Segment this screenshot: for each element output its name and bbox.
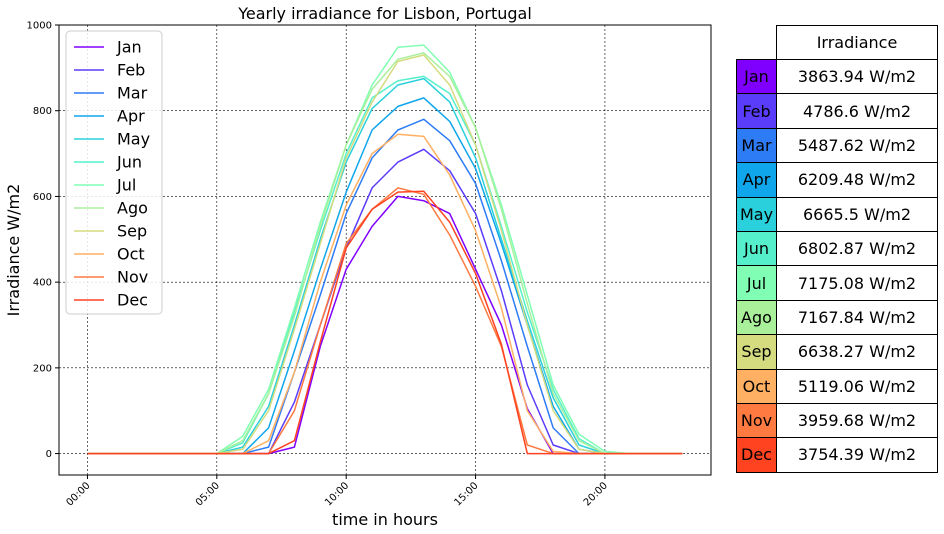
- table-row: Dec 3754.39 W/m2: [736, 437, 938, 473]
- x-axis-label: time in hours: [332, 510, 438, 529]
- chart-title: Yearly irradiance for Lisbon, Portugal: [237, 4, 532, 23]
- y-tick-label: 600: [33, 192, 52, 203]
- legend-label-dec: Dec: [117, 291, 148, 310]
- x-tick-label: 10:00: [323, 480, 351, 508]
- table-month-cell: Dec: [736, 437, 777, 473]
- y-tick-label: 0: [46, 449, 52, 460]
- x-tick-label: 20:00: [582, 480, 610, 508]
- irradiance-table: Irradiance Jan 3863.94 W/m2 Feb 4786.6 W/m2…: [736, 25, 938, 473]
- table-value-cell: 6638.27 W/m2: [776, 334, 938, 370]
- legend-label-sep: Sep: [117, 222, 147, 241]
- series-lines: [87, 44, 683, 455]
- table-month-cell: May: [736, 196, 777, 232]
- legend-label-oct: Oct: [117, 245, 145, 264]
- table-row: Mar 5487.62 W/m2: [736, 127, 938, 164]
- series-line-dec: [87, 190, 683, 455]
- legend-label-ago: Ago: [117, 199, 148, 218]
- x-tick-label: 15:00: [453, 480, 481, 508]
- table-month-cell: Mar: [736, 127, 777, 164]
- table-row: Ago 7167.84 W/m2: [736, 299, 938, 336]
- legend-label-may: May: [117, 130, 150, 149]
- table-row: May 6665.5 W/m2: [736, 196, 938, 232]
- table-row: Nov 3959.68 W/m2: [736, 402, 938, 439]
- table-row: Jan 3863.94 W/m2: [736, 58, 938, 95]
- table-value-cell: 7175.08 W/m2: [776, 265, 938, 301]
- legend-label-jul: Jul: [116, 176, 136, 195]
- table-row: Oct 5119.06 W/m2: [736, 368, 938, 404]
- table-month-cell: Jan: [736, 58, 777, 95]
- table-month-cell: Jun: [736, 230, 777, 267]
- y-tick-label: 200: [33, 363, 52, 374]
- legend-label-nov: Nov: [117, 268, 148, 287]
- plot-background: [59, 25, 711, 475]
- table-row: Apr 6209.48 W/m2: [736, 162, 938, 198]
- table-value-cell: 6802.87 W/m2: [776, 230, 938, 267]
- table-month-cell: Sep: [736, 334, 777, 370]
- table-value-cell: 5487.62 W/m2: [776, 127, 938, 164]
- table-month-cell: Oct: [736, 368, 777, 404]
- table-row: Jul 7175.08 W/m2: [736, 265, 938, 301]
- legend-label-mar: Mar: [117, 84, 148, 103]
- table-header-irradiance: Irradiance: [776, 25, 938, 60]
- table-row: Feb 4786.6 W/m2: [736, 93, 938, 129]
- table-value-cell: 3959.68 W/m2: [776, 402, 938, 439]
- y-axis-label: Irradiance W/m2: [4, 184, 23, 317]
- y-tick-label: 800: [33, 106, 52, 117]
- table-month-cell: Apr: [736, 162, 777, 198]
- table-value-cell: 6209.48 W/m2: [776, 162, 938, 198]
- plot-frame: [58, 24, 712, 476]
- y-tick-label: 400: [33, 278, 52, 289]
- table-value-cell: 3863.94 W/m2: [776, 58, 938, 95]
- y-tick-label: 1000: [27, 21, 52, 32]
- table-value-cell: 5119.06 W/m2: [776, 368, 938, 404]
- legend-label-apr: Apr: [117, 107, 145, 126]
- table-value-cell: 6665.5 W/m2: [776, 196, 938, 232]
- table-row: Jun 6802.87 W/m2: [736, 230, 938, 267]
- legend-label-jan: Jan: [116, 38, 142, 57]
- table-month-cell: Nov: [736, 402, 777, 439]
- table-value-cell: 4786.6 W/m2: [776, 93, 938, 129]
- table-month-cell: Jul: [736, 265, 777, 301]
- legend-label-jun: Jun: [116, 153, 142, 172]
- table-value-cell: 3754.39 W/m2: [776, 437, 938, 473]
- table-row: Sep 6638.27 W/m2: [736, 334, 938, 370]
- table-value-cell: 7167.84 W/m2: [776, 299, 938, 336]
- legend: Jan Feb Mar Apr May Jun Jul Ago Sep Oct Nov Dec: [65, 30, 163, 315]
- x-tick-label: 00:00: [64, 480, 92, 508]
- legend-label-feb: Feb: [117, 61, 145, 80]
- table-month-cell: Feb: [736, 93, 777, 129]
- x-tick-label: 05:00: [194, 480, 222, 508]
- table-corner: [736, 25, 777, 60]
- legend-frame: [65, 30, 163, 315]
- table-month-cell: Ago: [736, 299, 777, 336]
